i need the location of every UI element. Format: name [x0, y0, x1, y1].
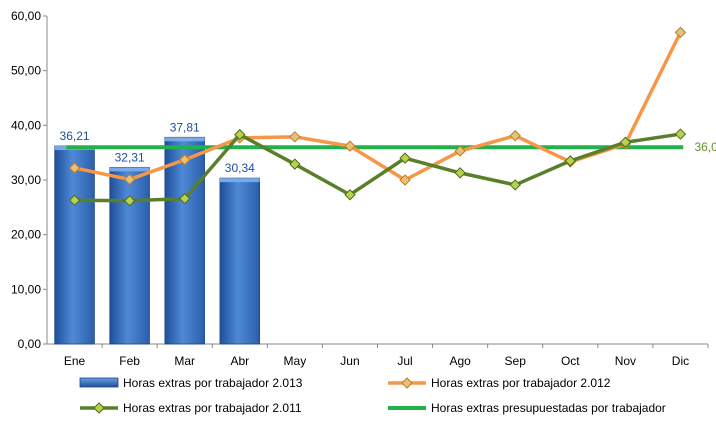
x-tick-label: Mar [174, 354, 195, 368]
bar-data-label: 30,34 [225, 161, 255, 175]
bar-2013-top [164, 137, 205, 142]
line-2012-marker [454, 145, 466, 157]
y-tick-label: 40,00 [11, 118, 41, 132]
line-2012-marker [399, 174, 411, 186]
x-tick-label: Nov [615, 354, 636, 368]
legend-label: Horas extras presupuestadas por trabajad… [431, 401, 666, 415]
bar-data-label: 32,31 [115, 150, 145, 164]
x-tick-label: Ago [449, 354, 471, 368]
x-tick-label: Oct [561, 354, 580, 368]
line-2011-marker [674, 128, 687, 140]
line-2011 [74, 132, 681, 203]
legend-swatch-marker [93, 402, 105, 414]
line-2011-marker [509, 179, 521, 191]
line-2011-marker [399, 152, 411, 164]
line-2012-marker [509, 130, 521, 142]
line-2012-marker [674, 26, 687, 39]
x-tick-label: Sep [505, 354, 527, 368]
legend-swatch-bar [79, 377, 119, 388]
bar-2013 [54, 145, 95, 345]
y-tick-label: 50,00 [11, 64, 41, 78]
line-2011-marker [68, 194, 81, 206]
line-2011-marker [289, 158, 301, 170]
bar-2013 [164, 136, 205, 345]
x-tick-label: Ene [64, 354, 86, 368]
line-2012-marker [123, 173, 136, 186]
line-2012-marker [179, 154, 191, 166]
bar-data-label: 36,21 [60, 129, 90, 143]
bar-2013-top [109, 167, 150, 172]
bar-data-label: 37,81 [170, 120, 200, 134]
legend-label: Horas extras por trabajador 2.012 [431, 376, 611, 390]
line-2012-marker [68, 162, 81, 174]
legend-swatch-marker [401, 377, 413, 389]
line-2011-marker [123, 195, 136, 207]
x-tick-label: Abr [230, 354, 249, 368]
x-tick-label: Jun [340, 354, 359, 368]
bar-2013 [219, 177, 261, 345]
x-tick-label: May [284, 354, 307, 368]
y-tick-label: 30,00 [11, 173, 41, 187]
line-2011-marker [179, 192, 191, 205]
legend-label: Horas extras por trabajador 2.013 [123, 376, 303, 390]
line-2011-marker [564, 155, 576, 167]
line-2011-marker [234, 128, 246, 141]
line-2011-marker [454, 167, 466, 179]
y-tick-label: 0,00 [18, 337, 42, 351]
line-2012-marker [289, 131, 301, 143]
line-2011-marker [344, 189, 356, 201]
y-tick-label: 10,00 [11, 282, 41, 296]
bar-2013 [109, 166, 150, 345]
x-tick-label: Feb [119, 354, 140, 368]
y-tick-label: 20,00 [11, 228, 41, 242]
legend-label: Horas extras por trabajador 2.011 [123, 401, 302, 415]
x-tick-label: Jul [397, 354, 412, 368]
line-2011-marker [619, 136, 632, 148]
reference-label: 36,00 [694, 140, 716, 154]
bar-2013-top [219, 178, 260, 183]
line-2012-marker [344, 140, 356, 152]
x-tick-label: Dic [672, 354, 689, 368]
y-tick-label: 60,00 [11, 9, 41, 23]
